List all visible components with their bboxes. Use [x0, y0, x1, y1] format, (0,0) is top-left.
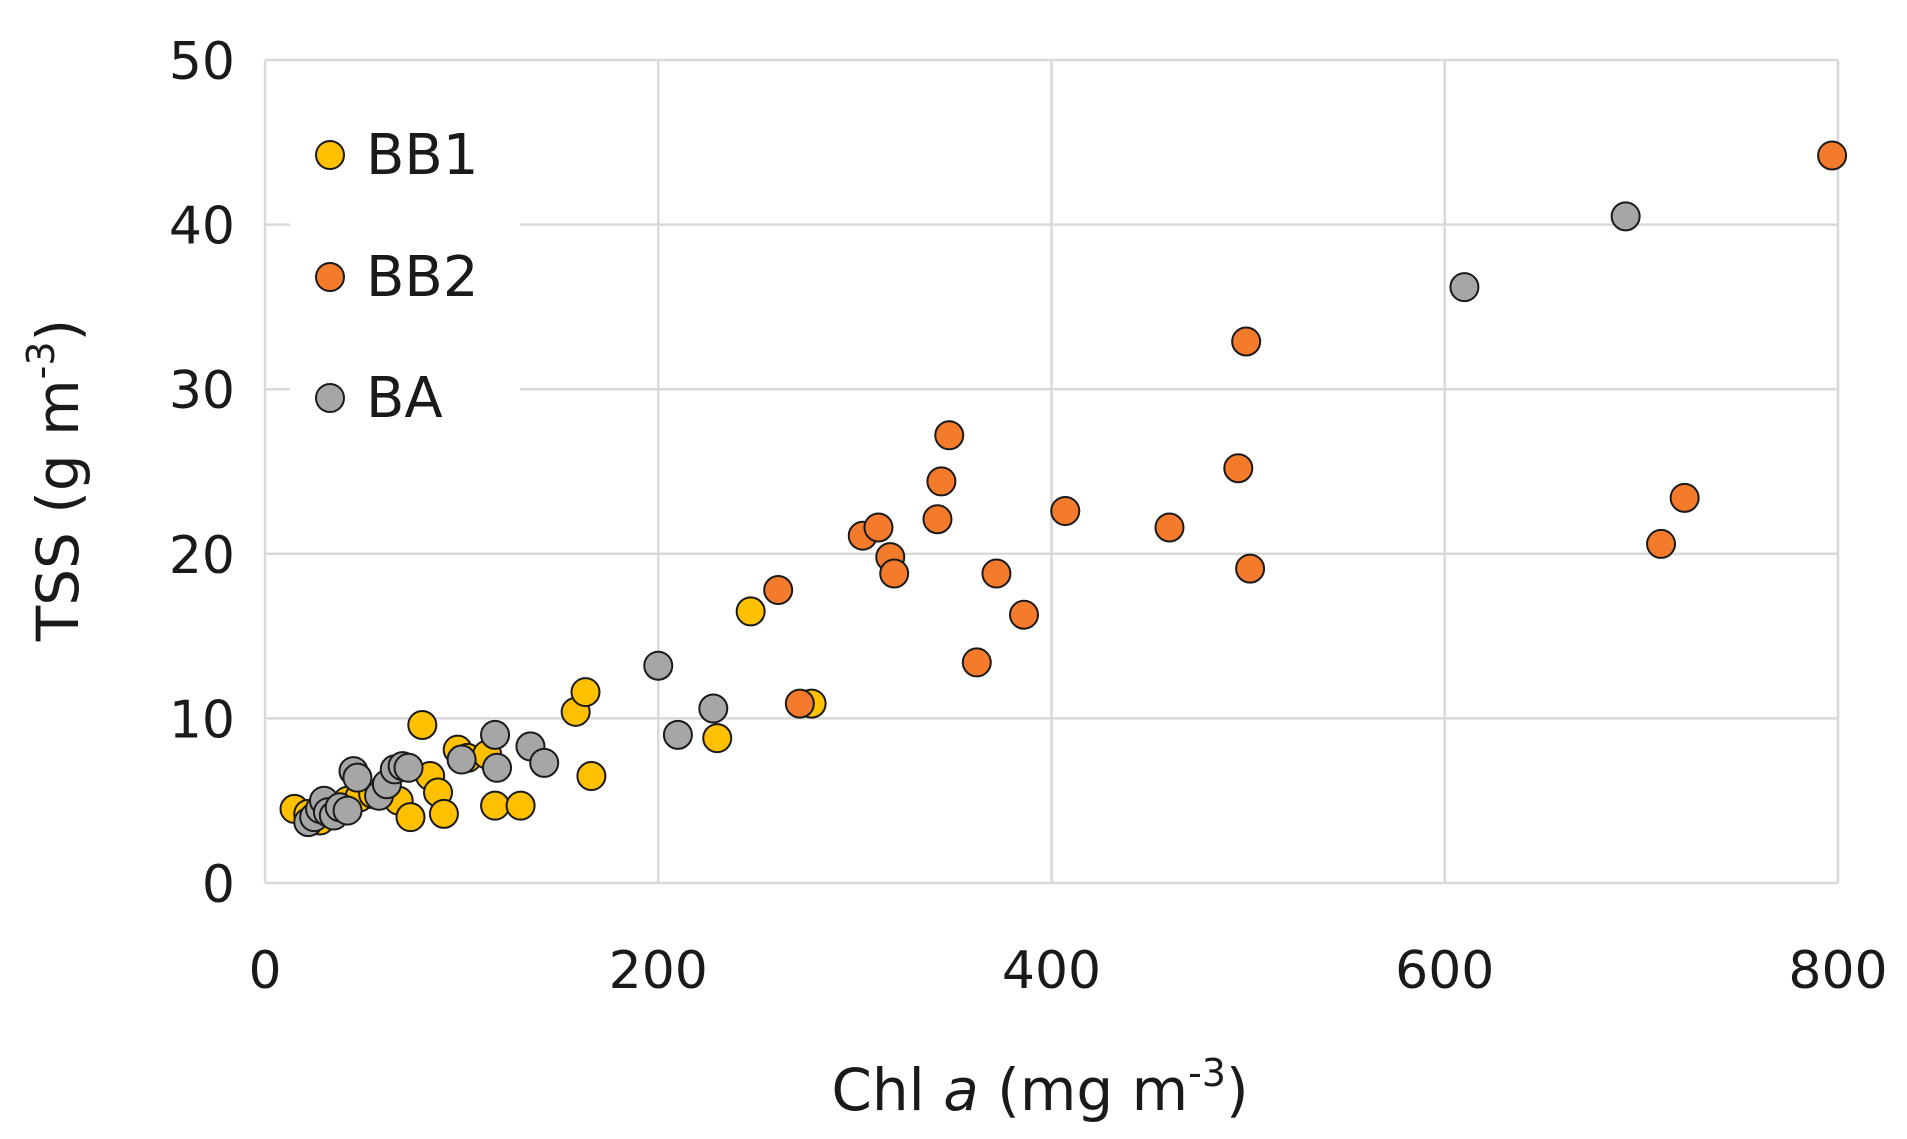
- point-bb2-13: [1154, 512, 1185, 543]
- legend-marker-bb1: [315, 140, 345, 170]
- point-ba-7: [332, 795, 363, 826]
- y-tick-label-0: 0: [202, 855, 235, 915]
- point-bb1-9: [395, 802, 426, 833]
- y-tick-label-30: 30: [169, 361, 235, 421]
- point-bb1-10: [407, 709, 438, 740]
- point-ba-14: [393, 752, 424, 783]
- data-points: [279, 140, 1848, 838]
- y-tick-label-50: 50: [169, 32, 235, 92]
- point-ba-21: [662, 719, 693, 750]
- point-ba-22: [698, 693, 729, 724]
- x-tick-label-0: 0: [248, 941, 281, 1001]
- series-ba: [293, 201, 1641, 838]
- y-tick-label-40: 40: [169, 197, 235, 257]
- point-bb2-1: [784, 688, 815, 719]
- point-ba-15: [446, 744, 477, 775]
- x-tick-label-200: 200: [609, 941, 708, 1001]
- legend-entry-bb2: BB2: [315, 245, 478, 310]
- point-bb2-6: [922, 504, 953, 535]
- point-ba-20: [643, 650, 674, 681]
- point-bb1-13: [428, 798, 459, 829]
- point-bb2-15: [1231, 326, 1262, 357]
- point-bb2-19: [1817, 140, 1848, 171]
- point-bb2-10: [981, 558, 1012, 589]
- point-bb2-3: [863, 512, 894, 543]
- point-bb1-21: [576, 761, 607, 792]
- x-tick-label-800: 800: [1788, 941, 1887, 1001]
- gridlines: [263, 58, 1840, 885]
- y-axis-title: TSS (g m-3): [19, 319, 92, 642]
- point-bb2-9: [961, 647, 992, 678]
- point-ba-24: [1610, 201, 1641, 232]
- y-tick-label-10: 10: [169, 690, 235, 750]
- point-bb1-17: [480, 790, 511, 821]
- point-bb1-23: [735, 596, 766, 627]
- point-bb2-8: [934, 420, 965, 451]
- point-ba-9: [342, 762, 373, 793]
- legend-marker-bb2: [315, 262, 345, 292]
- point-bb2-18: [1669, 482, 1700, 513]
- point-ba-19: [529, 747, 560, 778]
- legend-label-bb1: BB1: [366, 123, 478, 188]
- series-bb2: [763, 140, 1848, 719]
- legend-entry-bb1: BB1: [315, 123, 478, 188]
- point-ba-23: [1449, 272, 1480, 303]
- legend-entry-ba: BA: [315, 366, 443, 431]
- point-bb2-11: [1008, 599, 1039, 630]
- point-bb2-16: [1235, 553, 1266, 584]
- legend-marker-ba: [315, 383, 345, 413]
- y-tick-label-20: 20: [169, 526, 235, 586]
- point-bb1-22: [702, 723, 733, 754]
- x-tick-label-400: 400: [1002, 941, 1101, 1001]
- point-bb2-7: [926, 466, 957, 497]
- tick-labels: 0 10 20 30 40 50 0 200 400 600 800: [169, 32, 1888, 1001]
- point-bb2-14: [1223, 453, 1254, 484]
- x-tick-label-600: 600: [1395, 941, 1494, 1001]
- point-bb2-12: [1050, 496, 1081, 527]
- x-axis-title: Chl a (mg m-3): [831, 1051, 1248, 1124]
- point-ba-16: [480, 719, 511, 750]
- point-bb1-18: [505, 790, 536, 821]
- point-bb2-17: [1646, 528, 1677, 559]
- legend-label-ba: BA: [366, 366, 443, 431]
- point-ba-17: [482, 752, 513, 783]
- legend-label-bb2: BB2: [366, 245, 478, 310]
- point-bb2-5: [879, 558, 910, 589]
- legend: BB1 BB2 BA: [290, 110, 520, 450]
- point-bb1-20: [570, 677, 601, 708]
- point-bb2-0: [763, 575, 794, 606]
